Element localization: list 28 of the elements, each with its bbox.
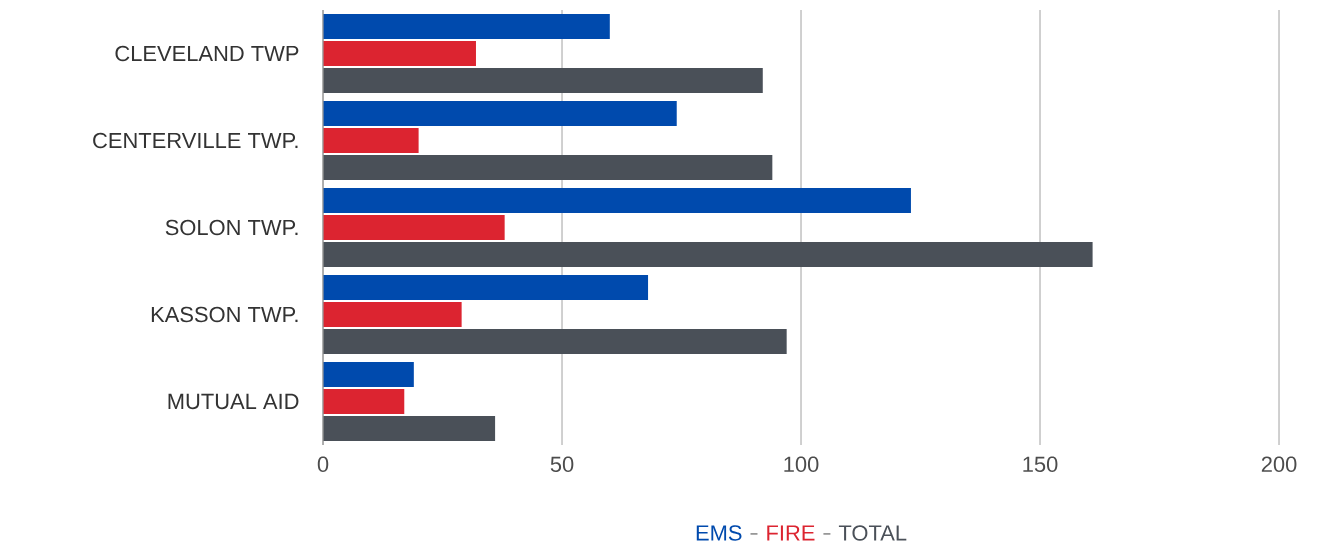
bar [323,241,1093,267]
bar [323,13,610,39]
bar [323,67,763,93]
y-tick-label: KASSON TWP. [151,306,298,323]
bar [323,415,496,441]
text: FIRE [767,525,815,541]
bar [323,214,505,240]
y-tick-label: CENTERVILLE TWP. [93,132,298,149]
x-tick-label: 100 [784,456,819,473]
bar [323,40,476,66]
bar [323,154,773,180]
bar [323,274,649,300]
bar [323,361,414,387]
bar [323,388,405,414]
x-tick-label: 200 [1261,456,1297,473]
x-tick-label: 0 [317,456,329,473]
bar [323,301,462,327]
y-tick-label: MUTUAL AID [168,393,299,410]
x-tick-label: 50 [550,456,574,473]
y-tick-label: SOLON TWP. [165,219,298,236]
text: EMS [696,525,742,541]
bar [323,187,911,213]
bar [323,328,787,354]
x-tick-label: 150 [1023,456,1058,473]
bar [323,100,677,126]
text: TOTAL [838,525,907,541]
y-tick-label: CLEVELAND TWP [115,45,299,62]
bar [323,127,419,153]
